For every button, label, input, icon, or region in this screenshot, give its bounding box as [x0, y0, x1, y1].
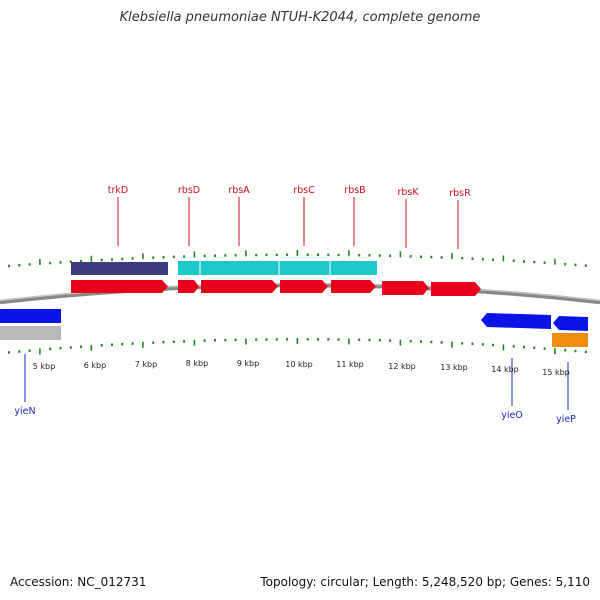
cds-block-yieN	[0, 309, 61, 323]
genome-stats-text: Topology: circular; Length: 5,248,520 bp…	[260, 575, 590, 589]
tick-row-bottom	[8, 338, 587, 355]
kbp-label-7: 7 kbp	[135, 360, 157, 369]
tick-row-top	[8, 250, 587, 268]
gene-label-rbsB: rbsB	[344, 185, 365, 196]
kbp-label-10: 10 kbp	[285, 360, 313, 369]
cds-arrow-rbsA	[201, 280, 278, 293]
kbp-label-13: 13 kbp	[440, 363, 468, 372]
gene-label-rbsA: rbsA	[228, 185, 250, 196]
gene-label-rbsK: rbsK	[397, 187, 419, 198]
kbp-label-15: 15 kbp	[542, 368, 570, 377]
cds-arrow-rbsD	[178, 280, 199, 293]
cds-arrow-rbsK	[382, 281, 429, 295]
gene-label-yieO: yieO	[501, 410, 523, 421]
cds-arrow-rbsB	[331, 280, 376, 293]
gene-label-trkD: trkD	[108, 185, 128, 196]
callout-lines-top	[117, 197, 459, 249]
cds-arrow-yieO	[481, 313, 551, 329]
cds-arrow-trkD	[71, 280, 168, 293]
feature-grey	[0, 326, 61, 340]
gene-label-yieP: yieP	[556, 414, 576, 425]
feature-band-rbs-operon	[178, 261, 377, 275]
accession-text: Accession: NC_012731	[10, 575, 147, 589]
gene-label-rbsC: rbsC	[293, 185, 315, 196]
gene-label-rbsD: rbsD	[178, 185, 200, 196]
kbp-label-5: 5 kbp	[33, 362, 55, 371]
map-title: Klebsiella pneumoniae NTUH-K2044, comple…	[119, 10, 481, 25]
cds-arrow-rbsR	[431, 282, 481, 296]
kbp-label-14: 14 kbp	[491, 365, 519, 374]
gene-label-rbsR: rbsR	[449, 188, 471, 199]
kbp-label-8: 8 kbp	[186, 359, 208, 368]
kbp-label-12: 12 kbp	[388, 362, 416, 371]
cds-arrow-yieP	[553, 316, 588, 331]
kbp-label-9: 9 kbp	[237, 359, 259, 368]
gene-label-yieN: yieN	[14, 406, 35, 417]
cds-arrow-rbsC	[280, 280, 328, 293]
kbp-label-6: 6 kbp	[84, 361, 106, 370]
kbp-label-11: 11 kbp	[336, 360, 364, 369]
feature-band-trkD	[71, 262, 168, 275]
scale-labels: 5 kbp 6 kbp 7 kbp 8 kbp 9 kbp 10 kbp 11 …	[33, 359, 570, 377]
feature-orange-yieP	[552, 333, 588, 347]
callout-lines-bottom	[24, 354, 569, 410]
